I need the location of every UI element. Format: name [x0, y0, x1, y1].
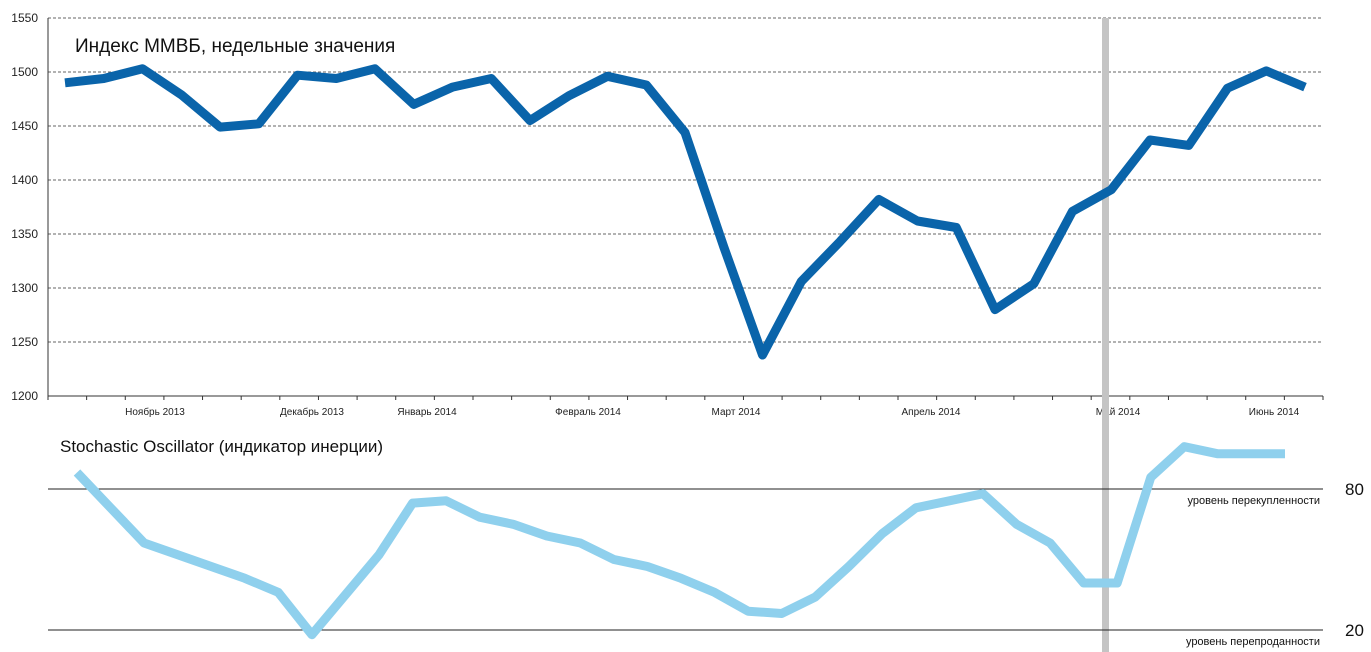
x-tick-label: Февраль 2014 [555, 407, 621, 418]
x-tick-label: Июнь 2014 [1249, 407, 1300, 418]
x-tick-label: Ноябрь 2013 [125, 406, 185, 418]
series-line-stochastic [73, 442, 1285, 640]
level-label-80: уровень перекупленности [1188, 495, 1321, 507]
y-tick-label: 1450 [11, 119, 38, 133]
y-tick-label: 1250 [11, 335, 38, 349]
x-tick-label: Апрель 2014 [902, 407, 961, 418]
level-value-80: 80 [1345, 480, 1364, 499]
y-tick-label: 1550 [11, 11, 38, 25]
y-tick-label: 1500 [11, 65, 38, 79]
x-tick-label: Май 2014 [1096, 407, 1141, 418]
series-line-mmvb [64, 64, 1307, 360]
chart-title-oscillator: Stochastic Oscillator (индикатор инерции… [60, 437, 383, 456]
vertical-marker [1102, 18, 1109, 652]
x-tick-label: Январь 2014 [397, 407, 457, 418]
x-tick-label: Март 2014 [712, 407, 761, 418]
y-tick-label: 1400 [11, 173, 38, 187]
y-tick-label: 1350 [11, 227, 38, 241]
x-tick-label: Декабрь 2013 [280, 406, 344, 418]
chart-title-main: Индекс ММВБ, недельные значения [75, 36, 395, 57]
level-value-20: 20 [1345, 621, 1364, 640]
y-tick-label: 1200 [11, 389, 38, 403]
level-label-20: уровень перепроданности [1186, 636, 1320, 648]
y-tick-label: 1300 [11, 281, 38, 295]
